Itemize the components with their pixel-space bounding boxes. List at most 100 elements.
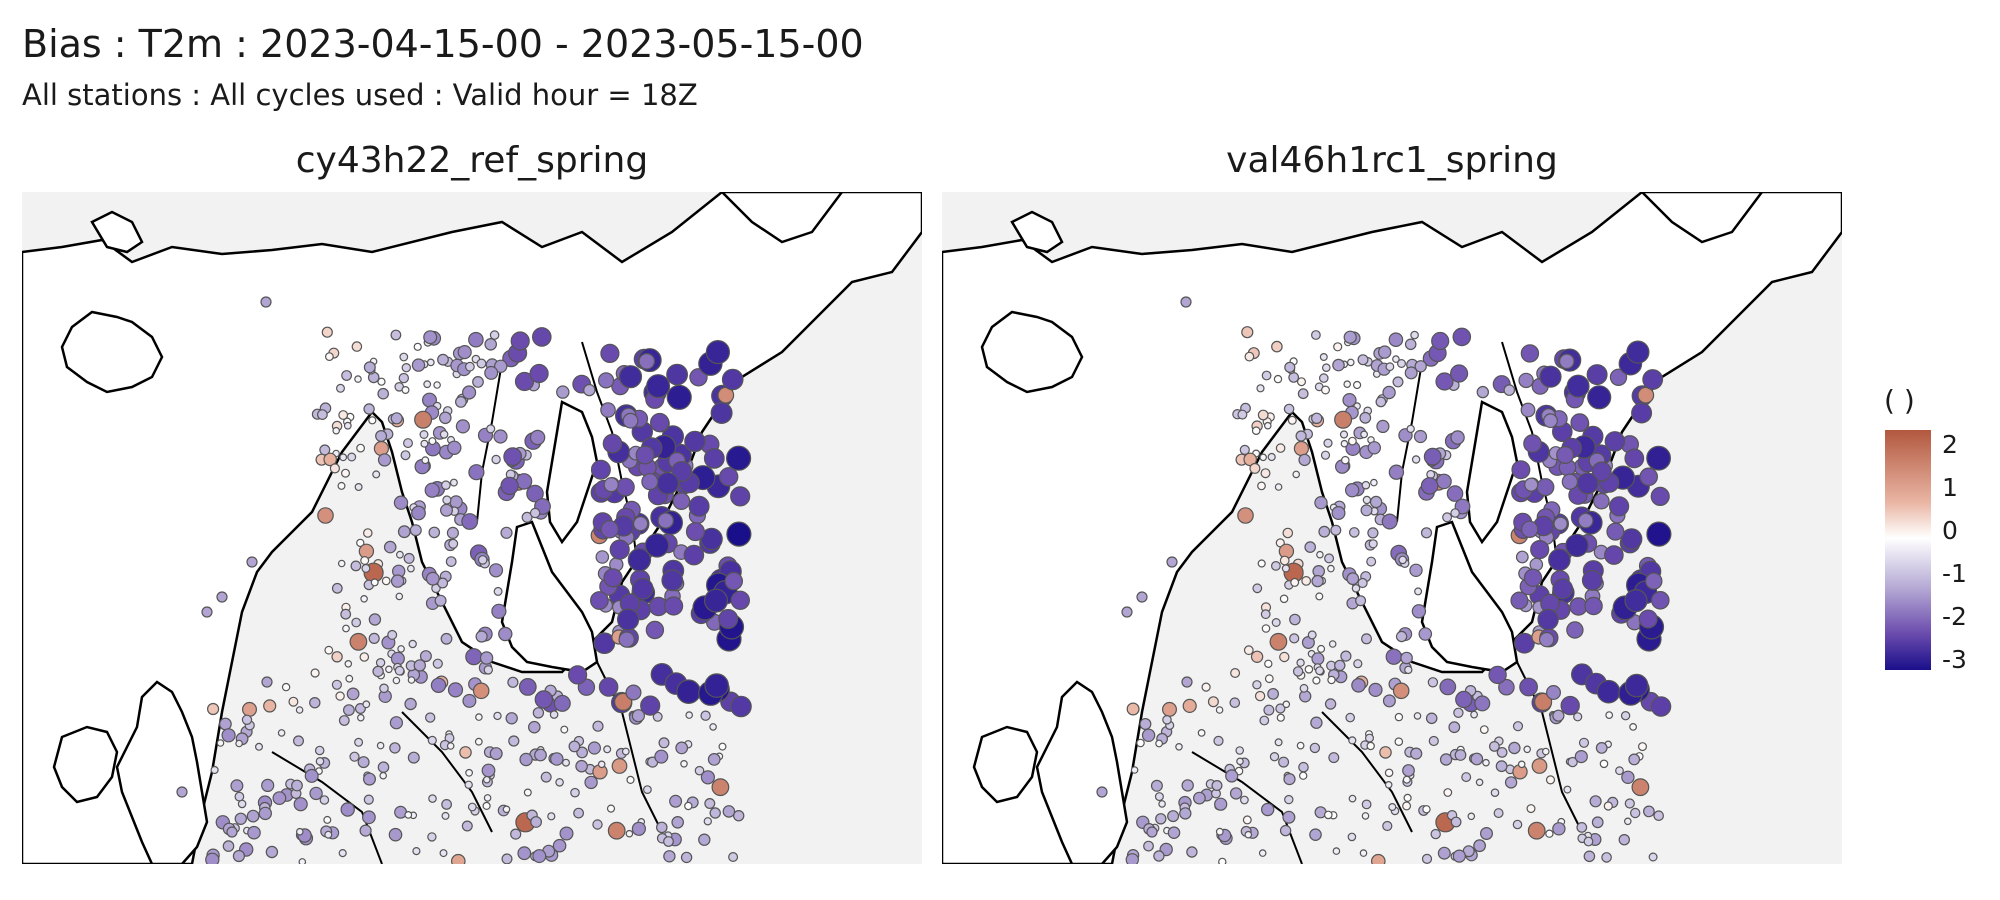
- station-marker: [397, 645, 405, 653]
- station-marker: [502, 805, 511, 814]
- station-marker: [401, 386, 410, 395]
- station-marker: [1361, 799, 1372, 810]
- station-marker: [1296, 658, 1305, 667]
- station-marker: [448, 538, 459, 549]
- station-marker: [595, 550, 610, 564]
- station-marker: [1586, 364, 1608, 386]
- station-marker: [517, 846, 532, 861]
- station-marker: [1536, 478, 1555, 497]
- station-marker: [719, 467, 739, 487]
- station-marker: [1269, 752, 1280, 762]
- station-marker: [1167, 826, 1181, 839]
- station-marker: [1269, 632, 1288, 651]
- station-marker: [1449, 364, 1469, 383]
- station-marker: [631, 577, 654, 600]
- station-marker: [1275, 703, 1286, 714]
- station-marker: [1450, 508, 1460, 518]
- station-marker: [1402, 801, 1412, 811]
- station-marker: [1287, 415, 1297, 425]
- station-marker: [1404, 665, 1413, 675]
- station-marker: [709, 807, 721, 819]
- station-marker: [1591, 461, 1612, 482]
- station-marker: [272, 791, 287, 805]
- legend-tick-m1: -1: [1942, 559, 1967, 588]
- station-marker: [1422, 805, 1431, 814]
- landmass-great-britain: [1035, 680, 1129, 864]
- station-marker: [1606, 522, 1625, 541]
- station-marker: [1136, 738, 1145, 748]
- station-marker: [1620, 711, 1631, 721]
- station-marker: [1537, 608, 1559, 631]
- station-marker: [1162, 714, 1172, 725]
- station-marker: [1181, 779, 1194, 792]
- station-marker: [438, 411, 452, 425]
- station-marker: [1450, 816, 1462, 828]
- station-marker: [1524, 477, 1539, 492]
- station-marker: [434, 594, 447, 607]
- station-marker: [1240, 795, 1249, 805]
- station-marker: [1515, 550, 1529, 564]
- station-marker: [441, 480, 451, 490]
- station-marker: [216, 739, 225, 747]
- station-marker: [1353, 659, 1363, 669]
- station-marker: [1310, 716, 1323, 729]
- station-marker: [1345, 483, 1360, 498]
- station-marker: [1573, 712, 1583, 722]
- station-marker: [1631, 402, 1653, 424]
- station-marker: [1282, 810, 1296, 824]
- station-marker: [1348, 794, 1357, 803]
- station-marker: [635, 445, 655, 465]
- station-marker: [1479, 826, 1493, 840]
- station-marker: [606, 804, 616, 813]
- station-marker: [1293, 440, 1309, 457]
- station-marker: [1125, 853, 1139, 864]
- station-marker: [293, 735, 305, 747]
- station-marker: [597, 760, 606, 769]
- station-marker: [721, 368, 744, 391]
- station-marker: [337, 481, 346, 490]
- station-marker: [728, 851, 739, 862]
- station-marker: [1235, 746, 1245, 755]
- station-marker: [627, 548, 652, 572]
- station-marker: [488, 563, 504, 578]
- station-marker: [1645, 572, 1663, 590]
- station-marker: [526, 484, 544, 503]
- station-marker: [404, 697, 417, 711]
- station-marker: [676, 679, 701, 704]
- station-marker: [622, 412, 639, 429]
- station-marker: [420, 439, 429, 448]
- station-marker: [373, 440, 389, 457]
- station-marker: [331, 679, 342, 690]
- station-marker: [265, 845, 279, 859]
- station-marker: [1653, 810, 1664, 821]
- station-marker: [486, 424, 496, 434]
- station-marker: [632, 516, 649, 532]
- station-marker: [1254, 690, 1266, 702]
- station-marker: [1402, 775, 1411, 784]
- border-1: [476, 361, 503, 523]
- station-marker: [449, 478, 458, 487]
- station-marker: [549, 710, 559, 719]
- station-marker: [1366, 741, 1375, 751]
- station-marker: [291, 779, 303, 792]
- station-marker: [724, 571, 744, 591]
- station-marker: [1490, 788, 1500, 798]
- station-marker: [1395, 630, 1408, 643]
- station-marker: [1186, 846, 1198, 858]
- map-svg: [942, 192, 1842, 864]
- station-marker: [1307, 630, 1317, 640]
- station-marker: [399, 352, 409, 362]
- station-marker: [663, 850, 676, 863]
- chart-title: Bias : T2m : 2023-04-15-00 - 2023-05-15-…: [22, 22, 864, 66]
- station-marker: [618, 365, 643, 389]
- station-marker: [201, 606, 213, 618]
- station-marker: [1517, 760, 1526, 769]
- station-marker: [1252, 583, 1263, 594]
- station-marker: [246, 556, 258, 568]
- station-marker: [1593, 492, 1610, 510]
- station-marker: [218, 717, 232, 731]
- station-marker: [324, 645, 334, 655]
- station-marker: [1319, 353, 1328, 362]
- station-marker: [718, 742, 727, 751]
- station-marker: [325, 352, 334, 362]
